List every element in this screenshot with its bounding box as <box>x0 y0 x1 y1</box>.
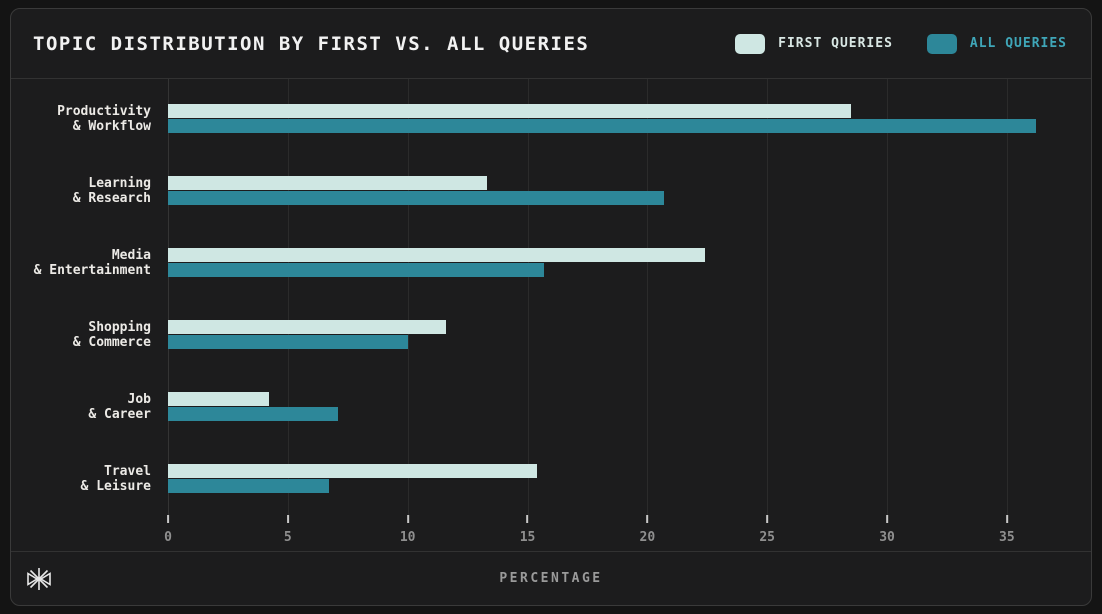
chart-row: Shopping & Commerce <box>73 299 1062 371</box>
axis-tick: 5 <box>284 515 292 545</box>
bar-first-queries <box>168 464 538 478</box>
axis-tick-label: 35 <box>999 530 1015 545</box>
x-axis-label-wrap: PERCENTAGE <box>67 571 1091 586</box>
axis-tick-mark <box>166 515 169 523</box>
category-label-line: & Career <box>88 407 151 422</box>
category-label: Job & Career <box>88 392 151 422</box>
chart-row: Job & Career <box>88 371 1062 443</box>
axis-tick-mark <box>766 515 769 523</box>
bar-first-queries <box>168 104 852 118</box>
legend: FIRST QUERIES ALL QUERIES <box>735 33 1067 54</box>
gridline <box>1006 79 1008 515</box>
bar-all-queries <box>168 263 545 277</box>
gridline <box>767 79 769 515</box>
axis-tick-label: 15 <box>519 530 536 545</box>
axis-tick-mark <box>286 515 289 523</box>
chart-card: TOPIC DISTRIBUTION BY FIRST VS. ALL QUER… <box>10 8 1092 606</box>
bar-chart: Productivity & Workflow Learning & Research… <box>11 79 1091 551</box>
axis-tick-label: 30 <box>879 530 895 545</box>
bar-group <box>168 104 1062 134</box>
bar-group <box>168 464 1062 494</box>
legend-swatch-icon <box>735 33 766 54</box>
axis-tick: 25 <box>759 515 775 545</box>
bar-group <box>168 176 1062 206</box>
axis-tick-mark <box>886 515 889 523</box>
axis-tick-mark <box>406 515 409 523</box>
axis-tick-label: 10 <box>399 530 416 545</box>
axis-tick: 10 <box>400 515 416 545</box>
axis-tick-label: 20 <box>639 530 656 545</box>
category-label-line: Job <box>127 392 151 407</box>
axis-tick: 35 <box>999 515 1015 545</box>
bar-group <box>168 320 1062 350</box>
category-label-line: & Entertainment <box>33 263 151 278</box>
legend-item-label: ALL QUERIES <box>969 36 1067 51</box>
bar-first-queries <box>168 320 447 334</box>
chart-row: Productivity & Workflow <box>57 83 1062 155</box>
axis-tick: 30 <box>879 515 895 545</box>
legend-item-label: FIRST QUERIES <box>778 36 893 51</box>
bar-first-queries <box>168 248 705 262</box>
x-axis: 0 5 10 15 20 25 30 35 <box>164 515 1062 555</box>
gridline <box>407 79 409 515</box>
category-label: Shopping & Commerce <box>73 320 151 350</box>
bar-group <box>168 248 1062 278</box>
legend-item-first-queries: FIRST QUERIES <box>735 33 893 54</box>
bar-all-queries <box>168 119 1036 133</box>
bar-all-queries <box>168 335 408 349</box>
chart-title: TOPIC DISTRIBUTION BY FIRST VS. ALL QUER… <box>33 32 590 55</box>
category-label-line: & Workflow <box>72 119 151 134</box>
legend-swatch-icon <box>926 33 957 54</box>
plot-area: Productivity & Workflow Learning & Research… <box>34 79 1062 515</box>
gridline <box>887 79 889 515</box>
category-label-line: & Leisure <box>80 479 151 494</box>
category-label-line: Learning <box>88 176 151 191</box>
category-label-line: Productivity <box>57 104 151 119</box>
legend-item-all-queries: ALL QUERIES <box>926 33 1067 54</box>
axis-tick-mark <box>646 515 649 523</box>
category-label-line: Travel <box>104 464 151 479</box>
bar-group <box>168 392 1062 422</box>
category-label: Media & Entertainment <box>34 248 151 278</box>
axis-tick: 0 <box>164 515 172 545</box>
category-label: Learning & Research <box>73 176 151 206</box>
gridline <box>647 79 649 515</box>
category-label: Travel & Leisure <box>81 464 151 494</box>
category-label-line: Shopping <box>88 320 151 335</box>
axis-tick-label: 0 <box>164 530 172 545</box>
chart-row: Travel & Leisure <box>81 443 1062 515</box>
x-axis-label: PERCENTAGE <box>499 571 603 586</box>
axis-tick-mark <box>1005 515 1008 523</box>
bar-first-queries <box>168 392 269 406</box>
axis-tick-label: 5 <box>283 530 292 545</box>
chart-row: Learning & Research <box>73 155 1062 227</box>
bar-all-queries <box>168 479 329 493</box>
bar-all-queries <box>168 407 339 421</box>
axis-tick: 15 <box>519 515 536 545</box>
gridline <box>527 79 529 515</box>
category-label-line: & Research <box>72 191 151 206</box>
bar-first-queries <box>168 176 487 190</box>
chart-row: Media & Entertainment <box>34 227 1062 299</box>
starburst-icon <box>11 565 67 593</box>
bar-all-queries <box>168 191 665 205</box>
category-label-line: Media <box>111 248 151 263</box>
gridline <box>168 79 169 515</box>
chart-header: TOPIC DISTRIBUTION BY FIRST VS. ALL QUER… <box>11 9 1091 79</box>
axis-tick: 20 <box>639 515 656 545</box>
axis-tick-label: 25 <box>759 530 776 545</box>
category-label-line: & Commerce <box>72 335 151 350</box>
axis-tick-mark <box>526 515 529 523</box>
gridline <box>287 79 289 515</box>
chart-footer: PERCENTAGE <box>11 551 1091 605</box>
category-label: Productivity & Workflow <box>57 104 151 134</box>
